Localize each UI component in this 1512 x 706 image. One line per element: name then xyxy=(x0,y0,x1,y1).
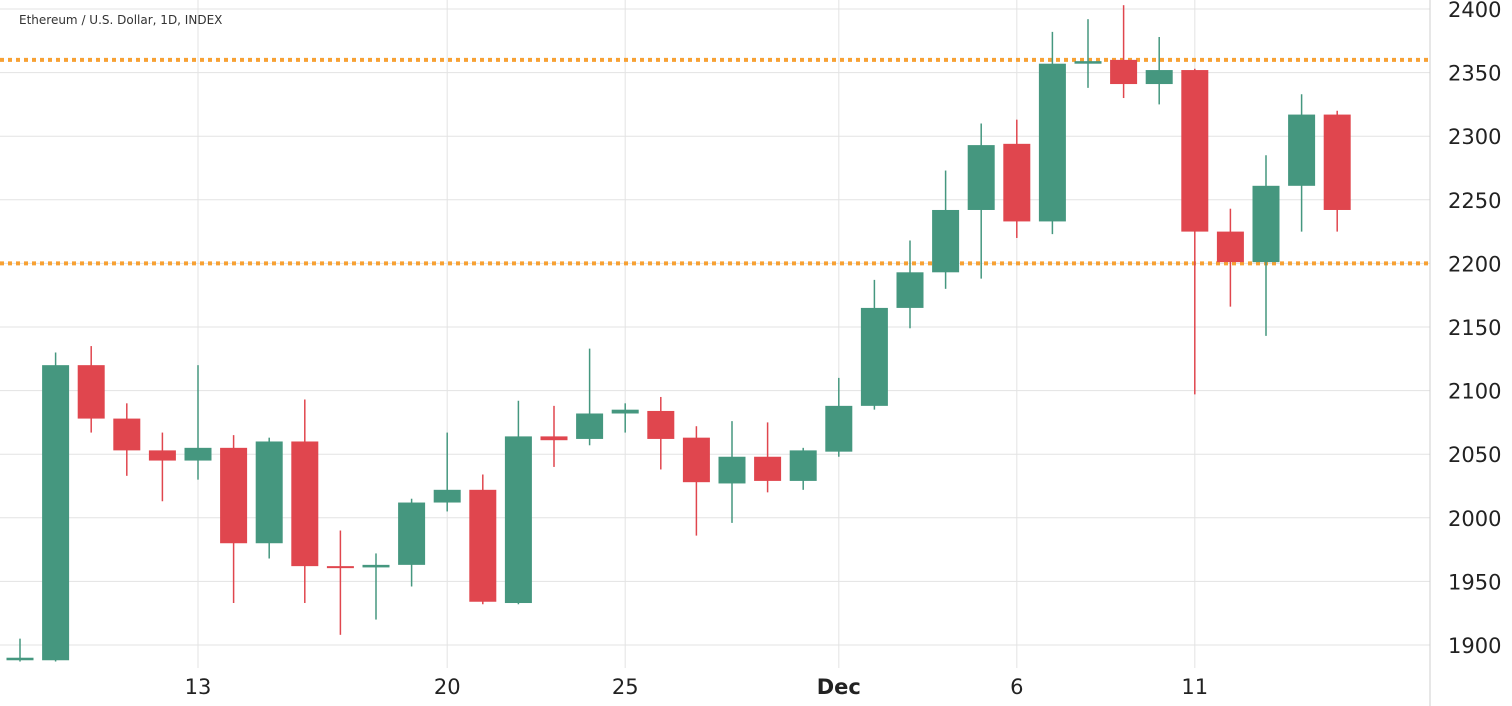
candle-down xyxy=(1216,231,1244,263)
candle-up xyxy=(184,447,212,461)
candle-up xyxy=(42,365,70,661)
candle-down xyxy=(291,441,319,567)
y-tick-label: 2200 xyxy=(1448,252,1501,276)
candle-up xyxy=(362,564,390,568)
y-axis-ticks: 1900 1950 2000 2050 2100 2150 2200 2250 2300 2350… xyxy=(1448,0,1501,658)
candle-up xyxy=(896,272,924,308)
y-tick-label: 2050 xyxy=(1448,443,1501,467)
x-tick-label: 20 xyxy=(434,675,461,699)
x-tick-label: 6 xyxy=(1010,675,1023,699)
y-tick-label: 1950 xyxy=(1448,570,1501,594)
x-axis-ticks: 13 20 25 Dec 6 11 xyxy=(185,675,1209,699)
candle-up xyxy=(398,502,426,565)
candle-up xyxy=(789,450,817,481)
candle-up xyxy=(1074,61,1102,64)
candle-down xyxy=(540,436,568,441)
candle-up xyxy=(718,456,746,484)
candle-up xyxy=(6,657,34,661)
candle-up xyxy=(611,409,639,414)
candle-down xyxy=(113,418,141,451)
candle-down xyxy=(77,365,105,419)
reference-lines xyxy=(0,57,1430,266)
candle-down xyxy=(647,410,675,439)
x-tick-label: 13 xyxy=(185,675,212,699)
candle-up xyxy=(825,405,853,452)
candle-down xyxy=(469,489,497,602)
x-tick-label: 25 xyxy=(612,675,639,699)
candle-up xyxy=(1288,114,1316,186)
y-tick-label: 2000 xyxy=(1448,507,1501,531)
grid xyxy=(0,0,1430,668)
candle-down xyxy=(1003,143,1031,222)
y-tick-label: 2350 xyxy=(1448,62,1501,86)
y-tick-label: 2300 xyxy=(1448,125,1501,149)
candle-down xyxy=(754,456,782,481)
y-tick-label: 2150 xyxy=(1448,316,1501,340)
candle-down xyxy=(1323,114,1351,210)
y-tick-label: 2400 xyxy=(1448,0,1501,22)
candle-down xyxy=(148,450,176,461)
candles xyxy=(6,5,1351,662)
candle-down xyxy=(682,437,710,483)
candle-down xyxy=(1110,59,1138,85)
candle-down xyxy=(220,447,248,544)
candle-up xyxy=(932,209,960,273)
candle-down xyxy=(326,566,354,569)
candle-up xyxy=(255,441,283,544)
candle-up xyxy=(576,413,604,439)
y-tick-label: 2250 xyxy=(1448,189,1501,213)
candle-up xyxy=(504,436,532,604)
candle-up xyxy=(1145,70,1173,85)
candle-up xyxy=(433,489,461,503)
y-tick-label: 1900 xyxy=(1448,634,1501,658)
candle-up xyxy=(1252,185,1280,263)
y-tick-label: 2100 xyxy=(1448,380,1501,404)
candle-down xyxy=(1181,70,1209,232)
x-tick-label: Dec xyxy=(817,675,861,699)
chart-title: Ethereum / U.S. Dollar, 1D, INDEX xyxy=(19,13,222,27)
candle-up xyxy=(1038,63,1066,222)
candle-up xyxy=(860,307,888,406)
candle-up xyxy=(967,145,995,210)
x-tick-label: 11 xyxy=(1181,675,1208,699)
